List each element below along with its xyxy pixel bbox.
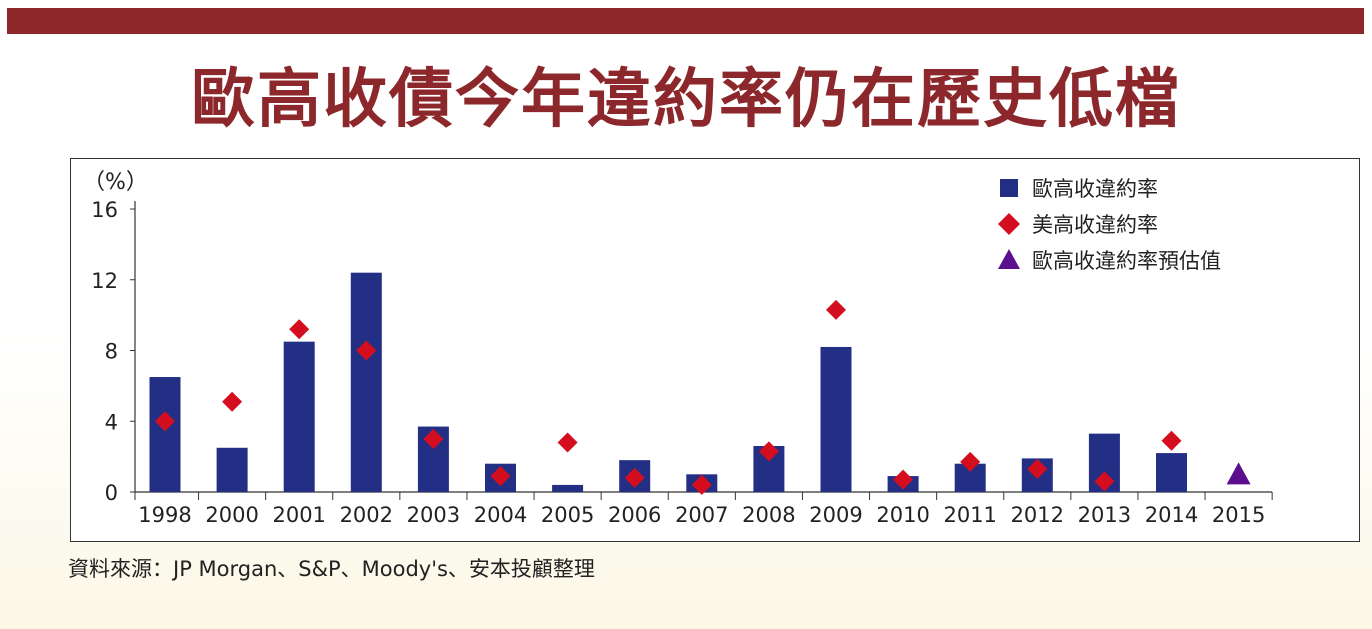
legend-label: 歐高收違約率 [1032, 177, 1158, 201]
point-us-default-rate [356, 340, 377, 361]
point-us-default-rate [557, 432, 578, 453]
point-us-default-rate [826, 299, 846, 320]
bar-eu-default-rate [350, 272, 382, 492]
bar-eu-default-rate [216, 447, 248, 492]
y-tick-label: 4 [105, 410, 118, 434]
x-tick-label: 2007 [675, 503, 728, 527]
bar-eu-default-rate [1156, 453, 1187, 492]
x-tick-label: 2013 [1078, 503, 1131, 527]
point-us-default-rate [289, 319, 310, 340]
x-tick-label: 2005 [541, 503, 594, 527]
y-tick-label: 12 [91, 269, 118, 293]
point-eu-forecast-rate [1226, 462, 1251, 485]
point-us-default-rate [155, 411, 175, 432]
source-note: 資料來源：JP Morgan、S&P、Moody's、安本投顧整理 [68, 557, 595, 581]
x-tick-label: 2004 [474, 503, 527, 527]
x-tick-label: 2008 [742, 503, 795, 527]
x-tick-label: 2011 [943, 503, 996, 527]
point-us-default-rate [1161, 430, 1182, 451]
x-tick-label: 2002 [340, 503, 393, 527]
y-unit-label: （%） [83, 170, 148, 195]
legend-label: 美高收違約率 [1032, 213, 1158, 237]
point-us-default-rate [893, 469, 914, 490]
x-tick-label: 2009 [809, 503, 862, 527]
bar-eu-default-rate [149, 377, 181, 492]
bar-eu-default-rate [820, 346, 852, 492]
x-tick-label: 1998 [138, 503, 191, 527]
x-tick-label: 2012 [1011, 503, 1064, 527]
y-tick-label: 16 [91, 198, 118, 222]
chart-title: 歐高收債今年違約率仍在歷史低檔 [191, 63, 1181, 137]
point-us-default-rate [758, 441, 779, 462]
x-tick-label: 2000 [205, 503, 258, 527]
y-tick-label: 8 [105, 340, 118, 364]
legend-swatch-triangle [998, 249, 1020, 269]
point-us-default-rate [691, 474, 712, 495]
point-us-default-rate [1027, 459, 1048, 480]
bar-eu-default-rate [283, 341, 315, 492]
y-tick-label: 0 [105, 481, 118, 505]
x-tick-label: 2006 [608, 503, 661, 527]
point-us-default-rate [490, 466, 511, 487]
point-us-default-rate [960, 451, 981, 472]
point-us-default-rate [1094, 471, 1115, 492]
point-us-default-rate [222, 391, 243, 412]
legend-swatch-bar [1000, 179, 1018, 197]
x-tick-label: 2003 [407, 503, 460, 527]
x-tick-label: 2015 [1212, 503, 1265, 527]
x-tick-label: 2010 [876, 503, 929, 527]
x-tick-label: 2001 [272, 503, 325, 527]
bar-eu-default-rate [552, 484, 584, 492]
top-banner-bar [7, 8, 1364, 34]
legend-label: 歐高收違約率預估值 [1032, 249, 1221, 273]
point-us-default-rate [624, 467, 645, 488]
legend-swatch-diamond [998, 213, 1020, 235]
x-tick-label: 2014 [1145, 503, 1198, 527]
point-us-default-rate [423, 428, 444, 449]
